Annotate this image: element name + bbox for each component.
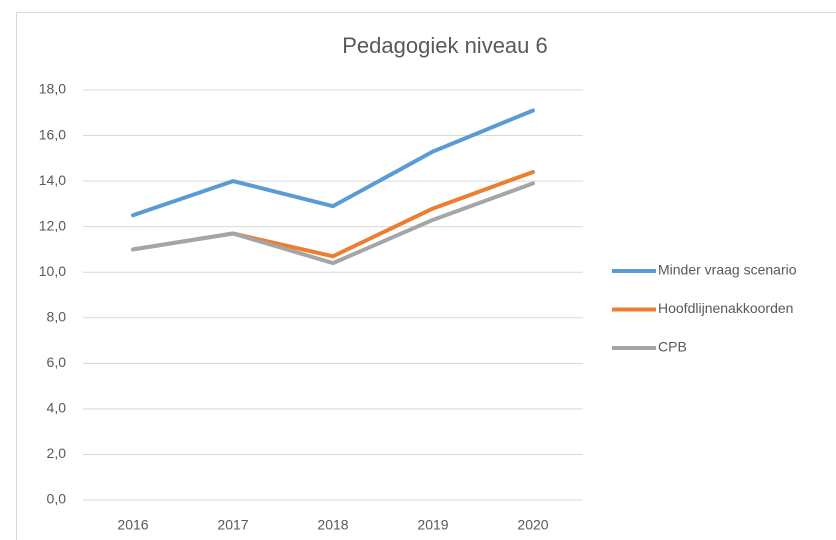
legend-label: Minder vraag scenario [658,262,797,278]
y-tick-label: 10,0 [39,263,66,279]
x-tick-label: 2017 [217,517,248,533]
y-tick-label: 0,0 [47,491,67,507]
series-line [131,181,535,266]
y-tick-label: 14,0 [39,172,66,188]
y-tick-label: 8,0 [47,308,67,324]
legend-label: CPB [658,339,687,355]
y-tick-label: 16,0 [39,126,66,142]
y-tick-label: 4,0 [47,400,67,416]
y-tick-label: 18,0 [39,81,66,97]
chart-frame [16,12,836,540]
x-tick-label: 2016 [117,517,148,533]
chart-title: Pedagogiek niveau 6 [342,33,548,58]
y-tick-label: 2,0 [47,445,67,461]
x-tick-label: 2019 [417,517,448,533]
y-tick-label: 6,0 [47,354,67,370]
series-line [131,108,535,218]
x-tick-label: 2018 [317,517,348,533]
legend-label: Hoofdlijnenakkoorden [658,300,793,316]
x-tick-label: 2020 [517,517,548,533]
y-tick-label: 12,0 [39,217,66,233]
